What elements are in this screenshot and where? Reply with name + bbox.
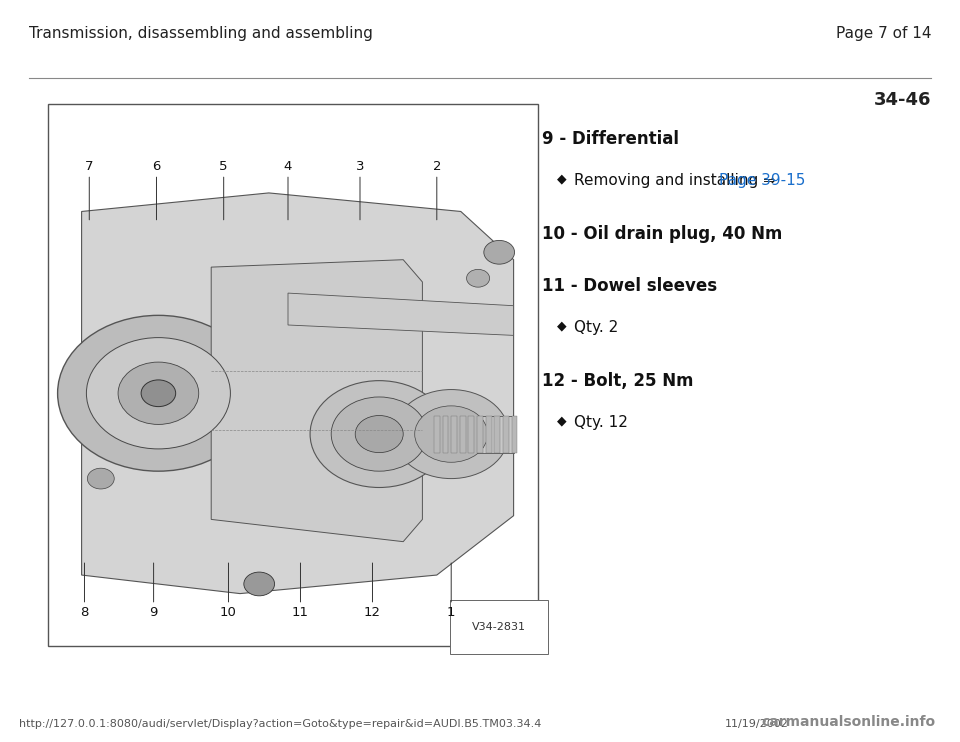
Polygon shape [477,416,483,453]
Text: Qty. 12: Qty. 12 [574,415,628,430]
Polygon shape [432,416,514,453]
Circle shape [141,380,176,407]
Text: V34-2831: V34-2831 [472,623,526,632]
Text: 9 - Differential: 9 - Differential [542,130,680,148]
Text: 11/19/2002: 11/19/2002 [725,719,789,729]
Circle shape [118,362,199,424]
Polygon shape [486,416,492,453]
Text: 34-46: 34-46 [874,91,931,109]
Polygon shape [503,416,509,453]
Circle shape [310,381,448,487]
Polygon shape [82,193,514,594]
Text: ◆: ◆ [557,320,566,333]
Text: carmanualsonline.info: carmanualsonline.info [762,715,936,729]
Text: 2: 2 [433,160,441,174]
Text: ◆: ◆ [557,415,566,428]
Text: 8: 8 [81,605,88,619]
Circle shape [394,390,509,479]
Circle shape [467,269,490,287]
FancyBboxPatch shape [48,104,538,646]
Polygon shape [468,416,474,453]
Text: 3: 3 [356,160,364,174]
Polygon shape [211,260,422,542]
Polygon shape [460,416,466,453]
Text: 12: 12 [364,605,381,619]
Text: 1: 1 [447,605,455,619]
Text: Page 7 of 14: Page 7 of 14 [836,26,931,41]
Circle shape [87,468,114,489]
Circle shape [86,338,230,449]
Circle shape [331,397,427,471]
Text: Page 39-15: Page 39-15 [719,173,805,188]
Text: Qty. 2: Qty. 2 [574,320,618,335]
Polygon shape [512,416,517,453]
Polygon shape [443,416,448,453]
Text: 12 - Bolt, 25 Nm: 12 - Bolt, 25 Nm [542,372,694,390]
Text: 11: 11 [292,605,309,619]
Text: 6: 6 [153,160,160,174]
Circle shape [484,240,515,264]
Polygon shape [288,293,514,335]
Text: 9: 9 [150,605,157,619]
Text: ◆: ◆ [557,173,566,186]
Circle shape [355,416,403,453]
Circle shape [244,572,275,596]
Circle shape [415,406,488,462]
Polygon shape [494,416,500,453]
Text: 10 - Oil drain plug, 40 Nm: 10 - Oil drain plug, 40 Nm [542,225,782,243]
Polygon shape [434,416,440,453]
Text: Transmission, disassembling and assembling: Transmission, disassembling and assembli… [29,26,372,41]
Polygon shape [451,416,457,453]
Text: 11 - Dowel sleeves: 11 - Dowel sleeves [542,277,717,295]
Text: Removing and installing ⇒: Removing and installing ⇒ [574,173,780,188]
Text: 7: 7 [85,160,93,174]
Text: 5: 5 [220,160,228,174]
Text: 4: 4 [284,160,292,174]
Text: http://127.0.0.1:8080/audi/servlet/Display?action=Goto&type=repair&id=AUDI.B5.TM: http://127.0.0.1:8080/audi/servlet/Displ… [19,719,541,729]
Text: 10: 10 [220,605,237,619]
Circle shape [58,315,259,471]
